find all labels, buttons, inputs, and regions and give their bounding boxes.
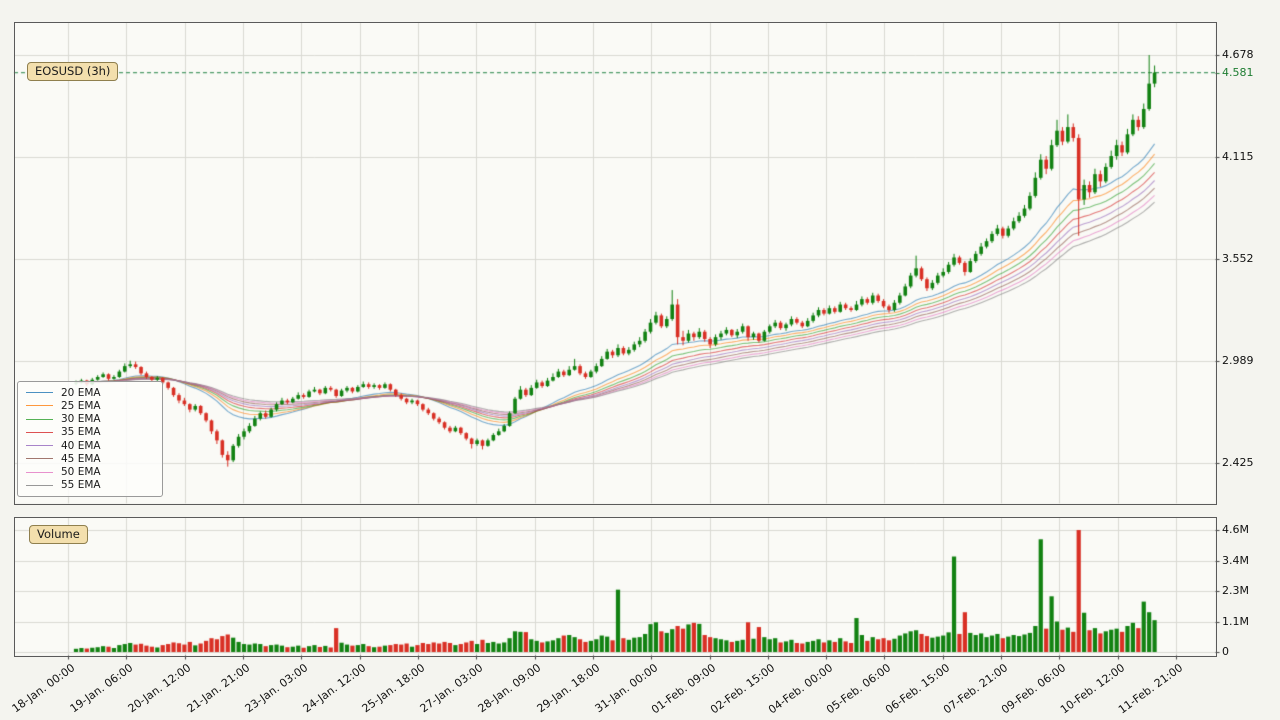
ema-legend: 20 EMA 25 EMA 30 EMA 35 EMA 40 EMA 45 EMA 50 E… (17, 381, 163, 497)
legend-item: 30 EMA (26, 413, 154, 426)
legend-line-swatch (26, 445, 53, 447)
price-tick-label: 4.115 (1222, 149, 1254, 163)
volume-tick-label: 2.3M (1222, 584, 1249, 597)
volume-tick-label: 0 (1222, 645, 1229, 658)
legend-line-swatch (26, 418, 53, 420)
legend-label: 30 EMA (61, 413, 101, 426)
legend-item: 50 EMA (26, 466, 154, 479)
legend-item: 20 EMA (26, 386, 154, 399)
legend-line-swatch (26, 471, 53, 473)
volume-tick-label: 1.1M (1222, 614, 1249, 628)
legend-label: 20 EMA (61, 386, 101, 399)
symbol-label-text: EOSUSD (3h) (35, 64, 111, 78)
legend-label: 35 EMA (61, 426, 101, 439)
legend-label: 55 EMA (61, 479, 101, 492)
volume-label-text: Volume (37, 527, 80, 541)
legend-label: 45 EMA (61, 452, 101, 465)
legend-line-swatch (26, 392, 53, 394)
volume-pane-label: Volume (29, 525, 88, 544)
volume-tick-label: 3.4M (1222, 553, 1249, 567)
legend-item: 25 EMA (26, 399, 154, 412)
legend-label: 50 EMA (61, 466, 101, 479)
legend-label: 40 EMA (61, 439, 101, 452)
price-tick-label: 4.678 (1222, 48, 1254, 61)
price-tick-label: 2.989 (1222, 353, 1254, 367)
symbol-label: EOSUSD (3h) (27, 62, 119, 81)
last-price-label: 4.581 (1222, 65, 1254, 79)
legend-item: 45 EMA (26, 452, 154, 465)
price-tick-label: 3.552 (1222, 251, 1254, 265)
legend-line-swatch (26, 484, 53, 486)
legend-line-swatch (26, 405, 53, 407)
legend-item: 55 EMA (26, 479, 154, 492)
legend-line-swatch (26, 458, 53, 460)
volume-tick-label: 4.6M (1222, 523, 1249, 536)
legend-item: 40 EMA (26, 439, 154, 452)
legend-item: 35 EMA (26, 426, 154, 439)
legend-label: 25 EMA (61, 399, 101, 412)
legend-line-swatch (26, 431, 53, 433)
price-tick-label: 2.425 (1222, 456, 1254, 470)
